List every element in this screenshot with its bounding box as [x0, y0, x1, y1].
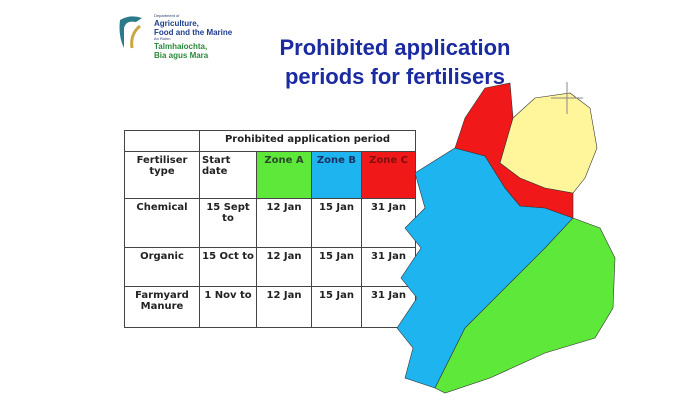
harp-wheat-logo-icon [119, 16, 142, 49]
title-line: Prohibited application [279, 35, 511, 60]
row-start: 15 Sept to [199, 198, 257, 248]
title-line: periods for fertilisers [284, 64, 506, 89]
prohibited-periods-table: Prohibited application period Fertiliser… [124, 130, 416, 328]
row-zone-a: 12 Jan [256, 198, 312, 248]
page-title: Prohibited application periods for ferti… [250, 33, 540, 91]
group-header: Prohibited application period [199, 130, 416, 152]
logo-text: Bia agus Mara [154, 50, 209, 60]
crosshair-icon [551, 82, 583, 114]
logo-text: Department of [154, 13, 180, 18]
row-start: 1 Nov to [199, 286, 257, 328]
row-zone-b: 15 Jan [311, 286, 362, 328]
header-zone-a: Zone A [256, 151, 312, 199]
row-type: Chemical [124, 198, 200, 248]
empty-cell [124, 130, 200, 152]
northern-ireland-region [499, 92, 598, 194]
logo-text: Agriculture, [154, 18, 199, 28]
row-zone-a: 12 Jan [256, 247, 312, 287]
header-zone-b: Zone B [311, 151, 362, 199]
logo-text: An Roinn [154, 35, 171, 41]
row-type: Organic [124, 247, 200, 287]
row-start: 15 Oct to [199, 247, 257, 287]
zone-a-region [434, 217, 616, 394]
header-zone-c: Zone C [361, 151, 416, 199]
header-start: Start date [199, 151, 257, 199]
logo-text: Food and the Marine [154, 27, 233, 37]
row-zone-c: 31 Jan [361, 198, 416, 248]
logo-text: Talmhaíochta, [154, 41, 208, 51]
row-zone-b: 15 Jan [311, 198, 362, 248]
row-zone-a: 12 Jan [256, 286, 312, 328]
row-zone-b: 15 Jan [311, 247, 362, 287]
ireland-zone-map [396, 82, 616, 394]
row-type: Farmyard Manure [124, 286, 200, 328]
header-type: Fertiliser type [124, 151, 200, 199]
department-logo: Department of Agriculture, Food and the … [116, 13, 236, 62]
